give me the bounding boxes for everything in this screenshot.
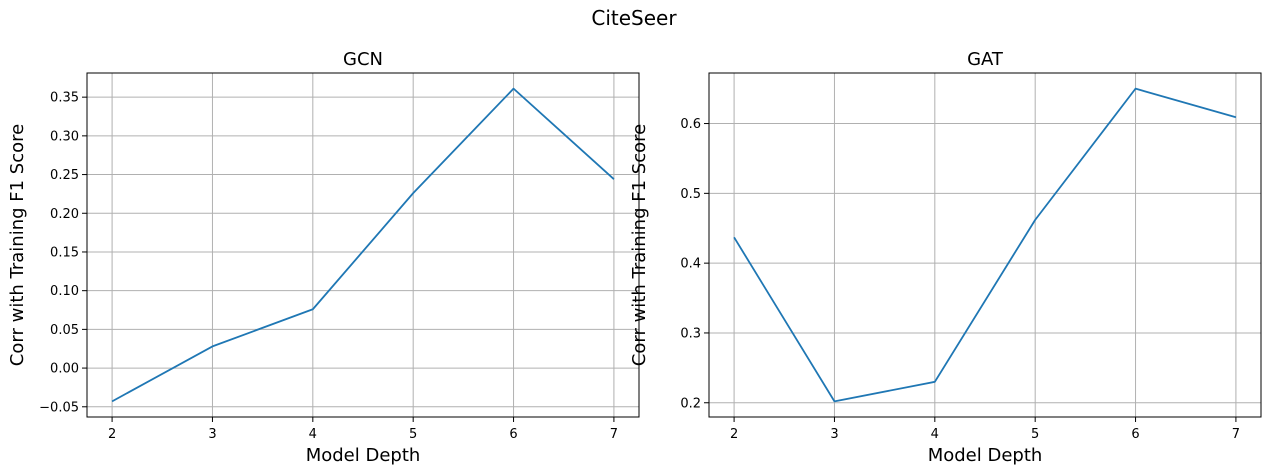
chart-panel-gat: 2 3 4 5 6 7 0.2 0.3 0.4 0.5 0.6 GAT Model Depth Corr … [629, 49, 1262, 466]
x-axis-label: Model Depth [306, 445, 421, 466]
y-tick-label: 0.6 [680, 117, 701, 132]
axes-title: GCN [343, 49, 383, 70]
figure-suptitle: CiteSeer [591, 6, 677, 30]
y-tick-label: 0.3 [680, 326, 701, 341]
y-tick-label: 0.00 [50, 362, 79, 377]
axes-frame [708, 72, 1262, 418]
x-tick-label: 7 [1232, 427, 1240, 442]
y-axis-label: Corr with Training F1 Score [7, 124, 28, 366]
x-tick-label: 4 [309, 427, 317, 442]
x-tick-label: 2 [730, 427, 738, 442]
x-tick-label: 2 [108, 427, 116, 442]
y-axis-label: Corr with Training F1 Score [629, 124, 650, 366]
y-tick-label: 0.30 [50, 129, 79, 144]
x-tick-label: 5 [409, 427, 417, 442]
x-tick-label: 3 [830, 427, 838, 442]
x-tick-label: 6 [509, 427, 517, 442]
y-tick-label: 0.05 [50, 323, 79, 338]
y-tick-label: 0.4 [680, 257, 701, 272]
x-tick-label: 5 [1031, 427, 1039, 442]
y-tick-label: 0.5 [680, 187, 701, 202]
y-tick-label: 0.35 [50, 91, 79, 106]
axes-frame [86, 72, 640, 418]
axes-title: GAT [967, 49, 1004, 70]
y-tick-label: 0.25 [50, 168, 79, 183]
series-line [111, 87, 615, 403]
x-tick-label: 7 [610, 427, 618, 442]
series-line [733, 87, 1237, 403]
chart-panel-gcn: 2 3 4 5 6 7 −0.05 0.00 0.05 0.10 0.15 0.20 0.25 0.30 0… [7, 49, 640, 466]
y-tick-label: 0.10 [50, 284, 79, 299]
y-tick-label: 0.2 [680, 396, 701, 411]
y-tick-label: 0.20 [50, 207, 79, 222]
x-tick-label: 6 [1131, 427, 1139, 442]
x-axis-label: Model Depth [928, 445, 1043, 466]
chart-panels: 2 3 4 5 6 7−0.050.000.050.100.150.200.250.300… [7, 49, 1262, 466]
x-tick-label: 3 [208, 427, 216, 442]
y-tick-label: 0.15 [50, 245, 79, 260]
y-tick-label: −0.05 [39, 400, 79, 415]
x-tick-label: 4 [931, 427, 939, 442]
